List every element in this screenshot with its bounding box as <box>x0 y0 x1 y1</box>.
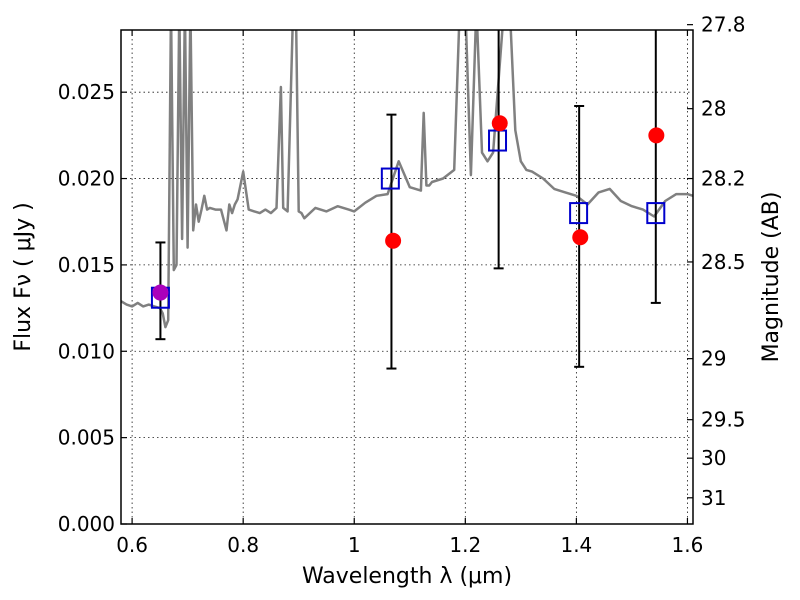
model-box-marker <box>569 202 589 225</box>
observed-point <box>491 115 508 132</box>
x-tick-label: 1 <box>348 533 361 557</box>
grid <box>121 30 693 524</box>
model-box-marker <box>488 129 508 152</box>
y-tick-label: 0.000 <box>58 512 115 536</box>
model-box-marker <box>646 202 666 225</box>
y2-tick-label: 28.2 <box>701 167 746 191</box>
axes: 0.6 0.8 1 1.2 1.4 1.6 0.000 0.005 0.010 0.015 0.02… <box>58 13 746 557</box>
y-tick-label: 0.010 <box>58 339 115 363</box>
y-tick-label: 0.005 <box>58 426 115 450</box>
observed-points <box>152 115 665 301</box>
observed-point <box>572 229 589 246</box>
error-bars <box>155 30 661 370</box>
y2-tick-label: 30 <box>701 446 726 470</box>
y-tick-label: 0.015 <box>58 253 115 277</box>
model-spectrum <box>121 30 693 329</box>
y2-tick-label: 29 <box>701 347 726 371</box>
spectrum-line <box>121 30 693 329</box>
y-tick-label: 0.020 <box>58 167 115 191</box>
observed-point <box>152 284 169 301</box>
y-tick-label: 0.025 <box>58 80 115 104</box>
y2-tick-label: 28 <box>701 97 726 121</box>
observed-point <box>385 232 402 249</box>
x-tick-label: 1.4 <box>560 533 592 557</box>
x-tick-label: 1.2 <box>449 533 481 557</box>
observed-point <box>648 127 665 144</box>
model-box-marker <box>380 167 400 190</box>
x-tick-label: 1.6 <box>672 533 704 557</box>
x-tick-label: 0.8 <box>227 533 259 557</box>
x-axis-label: Wavelength λ (μm) <box>302 564 512 589</box>
x-tick-label: 0.6 <box>116 533 148 557</box>
y2-tick-label: 27.8 <box>701 13 746 37</box>
y2-axis-label: Magnitude (AB) <box>759 192 784 363</box>
y-axis-label: Flux Fν ( μJy ) <box>11 202 36 351</box>
y2-tick-label: 29.5 <box>701 408 746 432</box>
y2-tick-label: 31 <box>701 486 726 510</box>
y2-tick-label: 28.5 <box>701 250 746 274</box>
plot-frame <box>120 29 694 525</box>
